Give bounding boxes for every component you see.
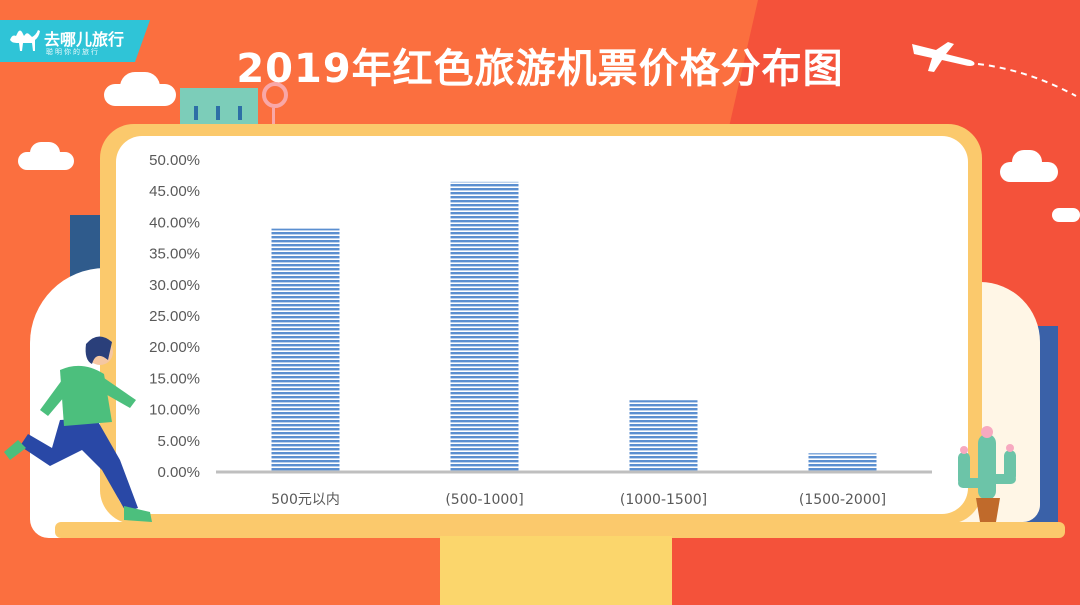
y-tick-label: 5.00% xyxy=(157,433,200,450)
building-decoration xyxy=(180,88,258,128)
y-tick-label: 25.00% xyxy=(149,308,200,325)
y-tick-label: 50.00% xyxy=(149,152,200,169)
y-tick-label: 20.00% xyxy=(149,339,200,356)
cactus-icon xyxy=(958,426,1016,522)
cloud-decoration xyxy=(1012,150,1042,174)
y-tick-label: 30.00% xyxy=(149,277,200,294)
bar xyxy=(629,400,698,472)
bar-chart: 0.00% 5.00% 10.00% 15.00% 20.00% 25.00% 30.00%… xyxy=(149,152,932,508)
ring-stem-decoration xyxy=(272,108,275,128)
y-tick-label: 35.00% xyxy=(149,246,200,263)
airplane-icon xyxy=(912,42,1077,97)
cloud-decoration xyxy=(30,142,60,164)
x-category-label: (1000-1500] xyxy=(620,492,707,508)
y-tick-label: 40.00% xyxy=(149,214,200,231)
y-tick-label: 15.00% xyxy=(149,370,200,387)
bar xyxy=(450,181,519,472)
monitor-stand xyxy=(440,536,672,605)
x-category-label: (1500-2000] xyxy=(799,492,886,508)
bar xyxy=(271,228,340,472)
brand-logo[interactable]: 去哪儿旅行 聪明你的旅行 xyxy=(0,20,150,62)
x-category-label: (500-1000] xyxy=(445,492,523,508)
brand-tagline: 聪明你的旅行 xyxy=(46,48,100,56)
running-woman-illustration xyxy=(4,336,152,522)
camel-icon xyxy=(10,30,40,51)
cloud-decoration xyxy=(120,72,160,102)
y-tick-label: 10.00% xyxy=(149,402,200,419)
page-title: 2019年红色旅游机票价格分布图 xyxy=(236,46,844,92)
cloud-decoration xyxy=(1052,208,1080,222)
x-category-label: 500元以内 xyxy=(271,492,340,508)
y-tick-label: 0.00% xyxy=(157,464,200,481)
ring-decoration xyxy=(262,82,288,108)
bar xyxy=(808,453,877,472)
brand-name: 去哪儿旅行 xyxy=(44,30,125,49)
monitor-screen xyxy=(116,136,968,514)
desk-decoration xyxy=(55,522,1065,538)
y-tick-label: 45.00% xyxy=(149,183,200,200)
